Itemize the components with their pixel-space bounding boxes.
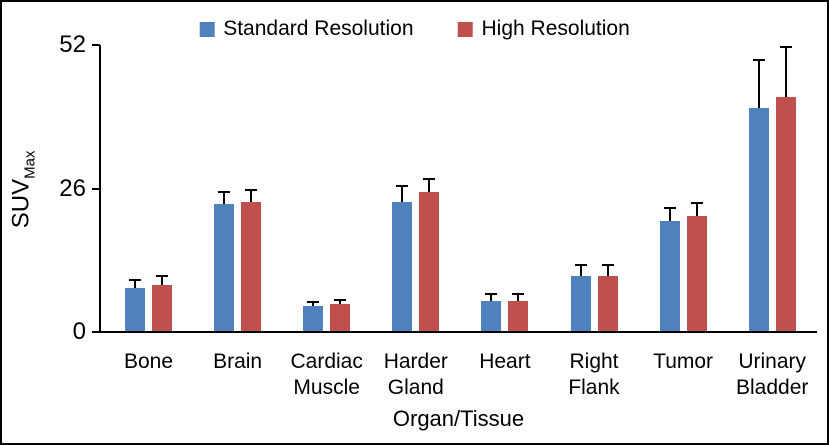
legend-label: High Resolution xyxy=(481,17,630,40)
error-bar-standard-resolution-cardiac-muscle xyxy=(312,301,315,306)
error-bar-cap xyxy=(423,177,436,180)
y-tick-label-52: 52 xyxy=(59,31,86,58)
x-axis-title: Organ/Tissue xyxy=(392,406,525,431)
bar-standard-resolution-tumor xyxy=(659,220,680,332)
error-bar-cap xyxy=(663,207,676,210)
error-bar-standard-resolution-urinary-bladder xyxy=(757,60,760,109)
bar-standard-resolution-cardiac-muscle xyxy=(303,305,324,332)
bar-high-resolution-bone xyxy=(152,284,172,332)
bar-high-resolution-harder-gland xyxy=(419,192,440,332)
y-tick-label-0: 0 xyxy=(72,318,86,345)
legend-swatch-standard-resolution xyxy=(199,21,215,37)
error-bar-cap xyxy=(574,263,587,266)
y-axis-line xyxy=(99,45,101,333)
y-axis-tick xyxy=(92,331,100,333)
x-tick-label-urinary-bladder: Urinary Bladder xyxy=(735,350,809,399)
y-axis-title-text: SUV xyxy=(7,178,35,229)
error-bar-standard-resolution-harder-gland xyxy=(401,185,404,202)
bar-standard-resolution-heart xyxy=(481,301,502,332)
x-tick-label-bone: Bone xyxy=(123,350,174,373)
bar-high-resolution-cardiac-muscle xyxy=(330,303,351,332)
bar-high-resolution-heart xyxy=(508,300,529,332)
legend-label: Standard Resolution xyxy=(223,17,414,40)
bar-high-resolution-tumor xyxy=(686,215,707,332)
x-axis-line xyxy=(92,331,817,333)
legend-swatch-high-resolution xyxy=(457,21,473,37)
error-bar-standard-resolution-brain xyxy=(223,192,226,204)
error-bar-cap xyxy=(307,300,320,303)
error-bar-high-resolution-tumor xyxy=(695,202,698,216)
error-bar-high-resolution-cardiac-muscle xyxy=(339,299,342,304)
x-tick-label-brain: Brain xyxy=(213,350,263,373)
y-axis-tick xyxy=(92,44,100,46)
error-bar-standard-resolution-right-flank xyxy=(579,264,582,277)
error-bar-high-resolution-brain xyxy=(250,189,253,202)
error-bar-standard-resolution-tumor xyxy=(668,208,671,221)
bar-high-resolution-right-flank xyxy=(597,276,618,332)
error-bar-cap xyxy=(245,188,258,191)
error-bar-high-resolution-heart xyxy=(517,293,520,301)
legend-item-high-resolution: High Resolution xyxy=(457,17,630,41)
bar-standard-resolution-brain xyxy=(214,203,235,332)
chart-legend: Standard Resolution High Resolution xyxy=(199,17,630,41)
bar-high-resolution-urinary-bladder xyxy=(775,96,796,332)
error-bar-high-resolution-harder-gland xyxy=(428,178,431,193)
error-bar-cap xyxy=(129,278,141,281)
error-bar-cap xyxy=(690,201,703,204)
y-axis-title-subscript: Max xyxy=(21,150,39,179)
error-bar-high-resolution-right-flank xyxy=(606,265,609,277)
error-bar-cap xyxy=(601,264,614,267)
error-bar-cap xyxy=(512,292,525,295)
error-bar-cap xyxy=(334,298,347,301)
bar-standard-resolution-bone xyxy=(125,287,145,332)
legend-item-standard-resolution: Standard Resolution xyxy=(199,17,414,41)
error-bar-cap xyxy=(218,191,231,194)
x-tick-label-tumor: Tumor xyxy=(653,350,714,373)
y-axis-title: SUVMax xyxy=(8,124,39,254)
error-bar-standard-resolution-bone xyxy=(134,279,136,288)
x-tick-label-cardiac-muscle: Cardiac Muscle xyxy=(290,350,363,399)
error-bar-cap xyxy=(485,293,498,296)
error-bar-high-resolution-bone xyxy=(161,276,163,285)
x-tick-label-right-flank: Right Flank xyxy=(568,350,620,399)
bar-standard-resolution-urinary-bladder xyxy=(748,108,769,332)
bar-standard-resolution-harder-gland xyxy=(392,201,413,332)
error-bar-cap xyxy=(752,59,765,62)
x-tick-label-harder-gland: Harder Gland xyxy=(383,350,448,399)
y-tick-label-26: 26 xyxy=(59,174,86,202)
error-bar-cap xyxy=(396,184,409,187)
bar-standard-resolution-right-flank xyxy=(570,276,591,332)
y-axis-tick xyxy=(92,187,100,190)
error-bar-standard-resolution-heart xyxy=(490,294,493,302)
bar-high-resolution-brain xyxy=(241,201,262,332)
error-bar-cap xyxy=(156,275,168,278)
x-tick-label-heart: Heart xyxy=(479,350,531,373)
error-bar-cap xyxy=(779,46,792,49)
error-bar-high-resolution-urinary-bladder xyxy=(784,47,787,97)
